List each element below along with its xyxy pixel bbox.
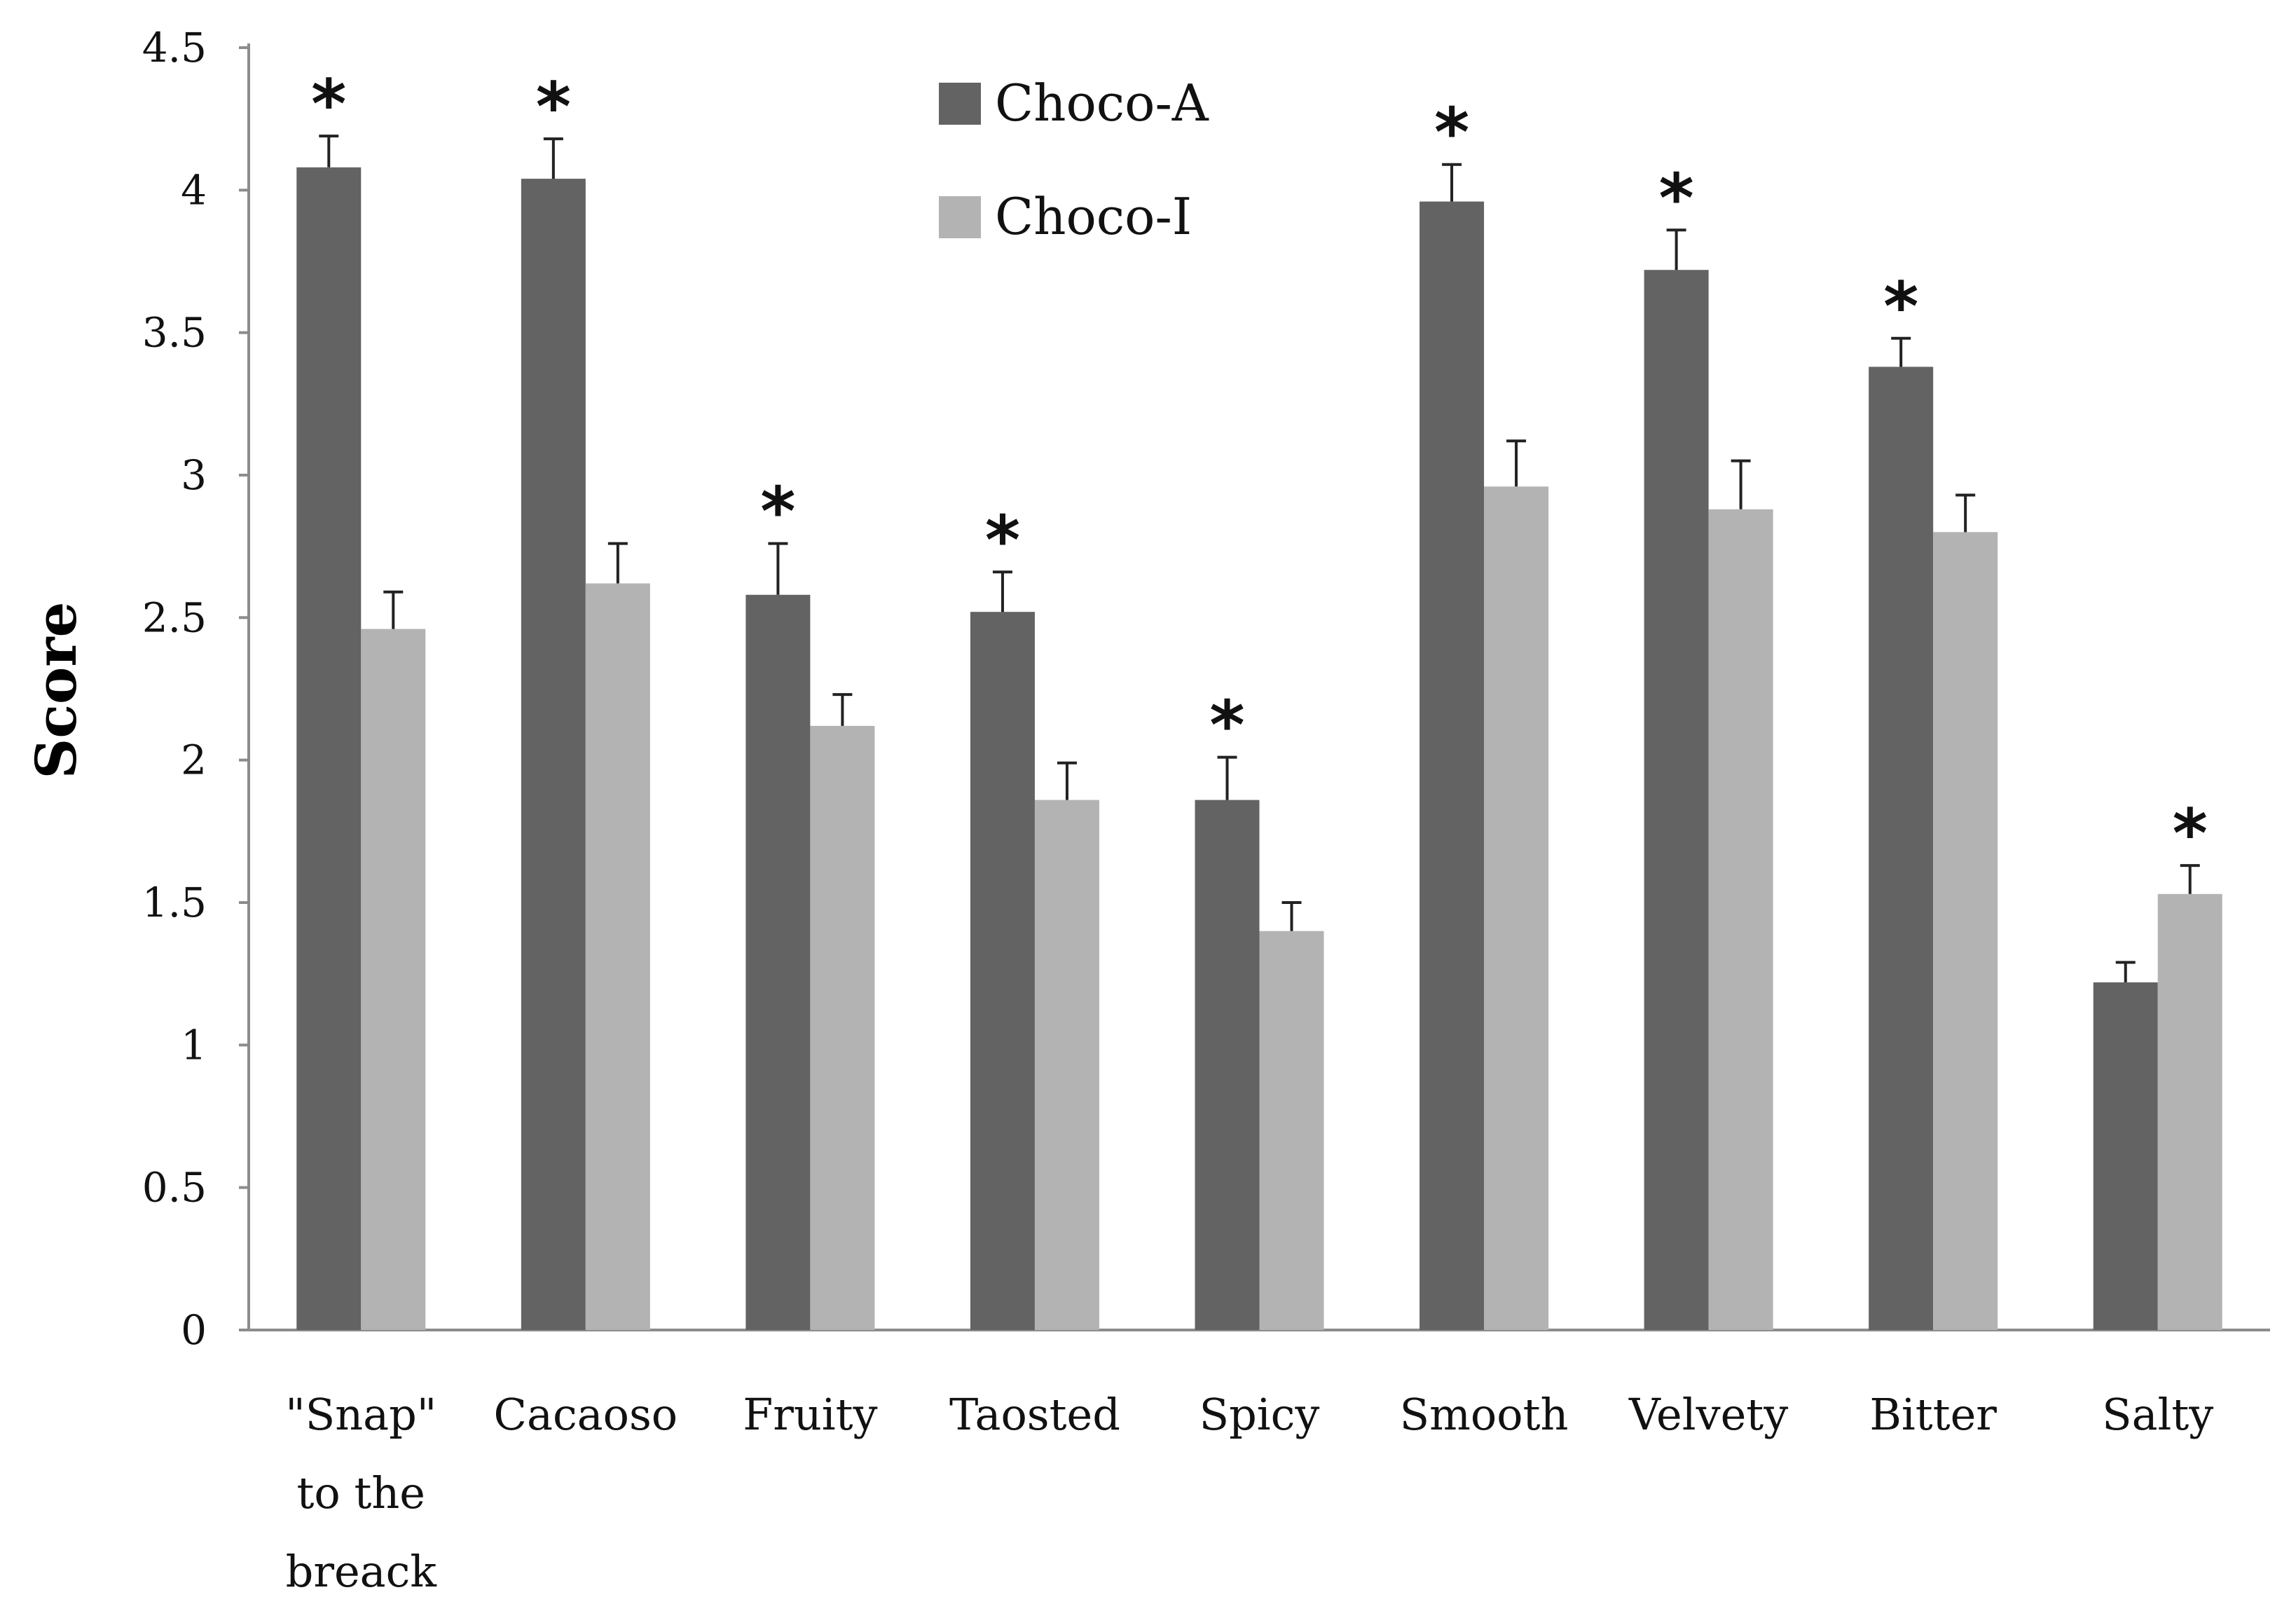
bar-choco-i xyxy=(361,629,426,1330)
bar-choco-i xyxy=(810,725,875,1330)
significance-marker: * xyxy=(1209,687,1244,765)
significance-marker: * xyxy=(2173,795,2208,873)
category-label-line: Taosted xyxy=(949,1389,1120,1440)
category-label-line: Fruity xyxy=(743,1389,877,1440)
category-label-line: Bitter xyxy=(1869,1389,1997,1440)
y-axis-label: Score xyxy=(23,602,89,779)
legend-swatch-choco-a xyxy=(939,83,981,125)
significance-marker: * xyxy=(985,501,1020,580)
y-tick-label: 3 xyxy=(181,451,207,499)
category-label-line: Spicy xyxy=(1199,1389,1320,1440)
bar-choco-a xyxy=(521,179,586,1331)
category-label-line: Velvety xyxy=(1628,1389,1788,1440)
bar-choco-a xyxy=(745,594,811,1330)
legend-swatch-choco-i xyxy=(939,196,981,238)
bar-choco-a xyxy=(1869,366,1934,1330)
category-label: Bitter xyxy=(1869,1389,1997,1440)
category-label: Velvety xyxy=(1628,1389,1788,1440)
bar-choco-a xyxy=(1195,800,1260,1330)
bar-choco-a xyxy=(1419,201,1485,1331)
y-tick-label: 2.5 xyxy=(142,594,207,641)
y-tick-label: 4 xyxy=(181,166,207,214)
plot-area: 0 0.5 1 1.5 2 2.5 3 3.5 4 4.5 * "Snap" to the breack *… xyxy=(142,24,2270,1597)
significance-marker: * xyxy=(760,473,795,551)
significance-marker: * xyxy=(536,68,571,146)
bar-choco-a xyxy=(2093,982,2158,1330)
significance-marker: * xyxy=(1659,159,1694,238)
y-tick-label: 2 xyxy=(181,736,207,784)
category-label-line: Salty xyxy=(2102,1389,2213,1440)
bar-choco-a xyxy=(970,612,1035,1331)
category-label-line: "Snap" xyxy=(285,1389,436,1440)
y-tick-label: 3.5 xyxy=(142,309,207,357)
bar-choco-i xyxy=(2157,893,2222,1330)
y-tick-label: 1 xyxy=(181,1021,207,1069)
category-label-line: Cacaoso xyxy=(494,1389,678,1440)
category-label-line: Smooth xyxy=(1400,1389,1569,1440)
significance-marker: * xyxy=(1434,94,1469,172)
category-label-line: breack xyxy=(286,1546,437,1597)
bar-choco-a xyxy=(296,167,362,1330)
bar-choco-i xyxy=(1259,931,1324,1330)
category-label: Taosted xyxy=(949,1389,1120,1440)
y-tick-label: 1.5 xyxy=(142,879,207,926)
significance-marker: * xyxy=(311,65,346,144)
y-tick-label: 4.5 xyxy=(142,24,207,71)
category-label: Spicy xyxy=(1199,1389,1320,1440)
legend-label-choco-i: Choco-I xyxy=(995,187,1192,246)
category-label-line: to the xyxy=(297,1467,426,1519)
y-tick-label: 0.5 xyxy=(142,1164,207,1212)
bar-choco-a xyxy=(1644,270,1709,1331)
category-label: Salty xyxy=(2102,1389,2213,1440)
category-label: Cacaoso xyxy=(494,1389,678,1440)
bar-choco-i xyxy=(1484,486,1549,1331)
significance-marker: * xyxy=(1883,268,1918,346)
bar-choco-i xyxy=(585,583,650,1330)
category-label: Fruity xyxy=(743,1389,877,1440)
bar-choco-i xyxy=(1933,532,1998,1331)
legend-label-choco-a: Choco-A xyxy=(995,74,1209,132)
bar-choco-i xyxy=(1708,509,1773,1330)
bar-choco-i xyxy=(1034,800,1099,1330)
category-label: "Snap" to the breack xyxy=(285,1389,436,1597)
category-label: Smooth xyxy=(1400,1389,1569,1440)
y-tick-label: 0 xyxy=(181,1306,207,1354)
